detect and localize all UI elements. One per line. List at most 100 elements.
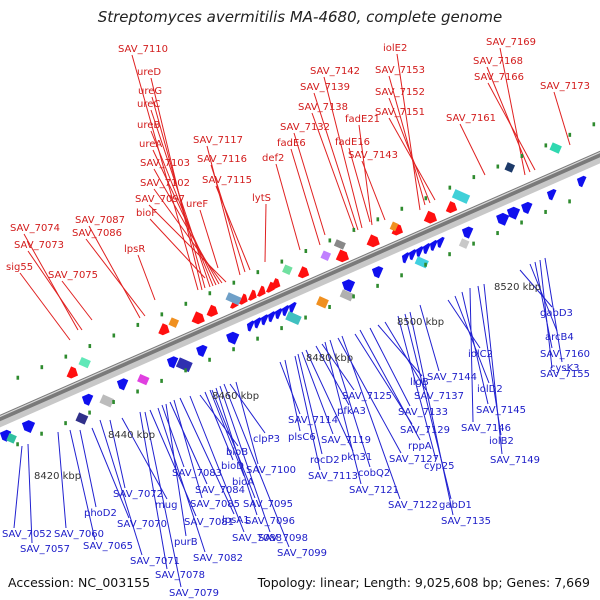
feature-block [389, 221, 399, 232]
bottom-leader-lines [13, 257, 563, 588]
reverse-gene-arrow [461, 226, 474, 239]
top-gene-label: SAV_7086 [72, 228, 122, 239]
leader-line [341, 335, 401, 500]
track-tick [544, 209, 547, 214]
feature-block [78, 356, 91, 369]
accession-label: Accession: NC_003155 [8, 575, 151, 590]
reverse-gene-arrow [246, 320, 255, 332]
leader-line [109, 419, 126, 489]
track-tick [232, 347, 235, 352]
reverse-gene-arrow [576, 175, 587, 188]
bottom-gene-label: rocD2 [310, 455, 340, 466]
track-tick [160, 312, 164, 317]
leader-line [88, 225, 141, 319]
leader-line [454, 295, 490, 384]
leader-line [359, 329, 421, 441]
top-gene-label: SAV_7138 [298, 102, 348, 113]
track-tick [184, 368, 187, 373]
top-leader-lines [19, 47, 571, 341]
track-tick [328, 304, 331, 309]
leader-line [483, 283, 503, 455]
leader-line [469, 287, 474, 423]
top-gene-label: lpsR [124, 244, 145, 255]
scale-label: 8460 kbp [212, 391, 259, 402]
leader-line [169, 401, 208, 485]
leader-line [459, 123, 486, 176]
top-gene-label: SAV_7151 [375, 107, 425, 118]
reverse-gene-arrow [401, 252, 410, 264]
leader-line [305, 349, 354, 452]
top-gene-label: SAV_7152 [375, 87, 425, 98]
leader-line [215, 185, 251, 271]
leader-line [388, 75, 426, 206]
leader-line [215, 387, 258, 516]
bottom-gene-label: pfkA3 [337, 406, 366, 417]
bottom-gene-label: cobQ2 [358, 468, 390, 479]
bottom-gene-label: SAV_7127 [389, 454, 439, 465]
track-tick [568, 132, 572, 137]
forward-gene-arrow [266, 281, 275, 293]
leader-line [27, 443, 33, 544]
track-tick [592, 122, 596, 127]
leader-line [294, 355, 321, 471]
leader-line [499, 47, 526, 176]
forward-gene-arrow [297, 266, 310, 279]
feature-block [504, 162, 516, 173]
leader-line [13, 445, 23, 529]
leader-line [211, 389, 256, 499]
leader-line [173, 399, 203, 499]
leader-line [189, 395, 245, 533]
leader-line [419, 304, 440, 372]
leader-line [301, 351, 334, 435]
reverse-gene-arrow [521, 201, 533, 214]
forward-gene-arrow [239, 293, 248, 305]
reverse-gene-arrow [0, 429, 12, 442]
track-tick [112, 400, 115, 405]
bottom-gene-label: ligB [410, 377, 429, 388]
track-tick [304, 249, 308, 254]
leader-line [219, 385, 271, 533]
scale-labels: 8420 kbp 8440 kbp 8460 kbp 8480 kbp 8500 kbp… [34, 282, 541, 482]
track-tick [544, 143, 548, 148]
feature-block [458, 238, 470, 249]
top-gene-label: fadE6 [277, 138, 306, 149]
top-gene-label: ureF [186, 199, 208, 210]
forward-gene-arrow [191, 311, 205, 325]
track-tick [112, 333, 116, 338]
track-tick [400, 273, 403, 278]
leader-line [361, 160, 386, 221]
bottom-gene-label: SAV_7137 [414, 391, 464, 402]
reverse-gene-arrow [274, 308, 283, 320]
top-gene-label: ureA [139, 139, 162, 150]
bottom-gene-label: SAV_7125 [342, 391, 392, 402]
leader-line [284, 359, 301, 432]
reverse-gene-arrow [415, 246, 424, 258]
bottom-gene-label: SAV_7095 [243, 499, 293, 510]
reverse-gene-arrow [281, 305, 290, 317]
scale-label: 8520 kbp [494, 282, 541, 293]
feature-block [75, 412, 89, 425]
forward-gene-arrow [206, 304, 218, 317]
reverse-gene-arrow [81, 393, 94, 406]
leader-line [91, 427, 130, 519]
reverse-gene-arrow [496, 212, 510, 226]
top-gene-label: iolE2 [383, 43, 407, 54]
track-tick [136, 389, 139, 394]
bottom-gene-label: iolD2 [477, 384, 503, 395]
bottom-gene-label: SAV_7119 [321, 435, 371, 446]
leader-line [354, 333, 413, 425]
track-tick [16, 375, 20, 380]
track-tick [256, 270, 260, 275]
feature-block [282, 264, 293, 275]
track-tick [40, 431, 43, 436]
leader-line [409, 311, 454, 516]
bottom-gene-label: mug [155, 500, 177, 511]
bottom-gene-label: SAV_7155 [540, 369, 590, 380]
leader-line [519, 269, 553, 308]
bottom-gene-label: SAV_7146 [461, 423, 511, 434]
leader-line [131, 54, 199, 291]
top-gene-label: SAV_7110 [118, 44, 168, 55]
top-gene-label: SAV_7103 [140, 158, 190, 169]
leader-line [206, 145, 241, 276]
bottom-gene-label: SAV_7122 [388, 500, 438, 511]
